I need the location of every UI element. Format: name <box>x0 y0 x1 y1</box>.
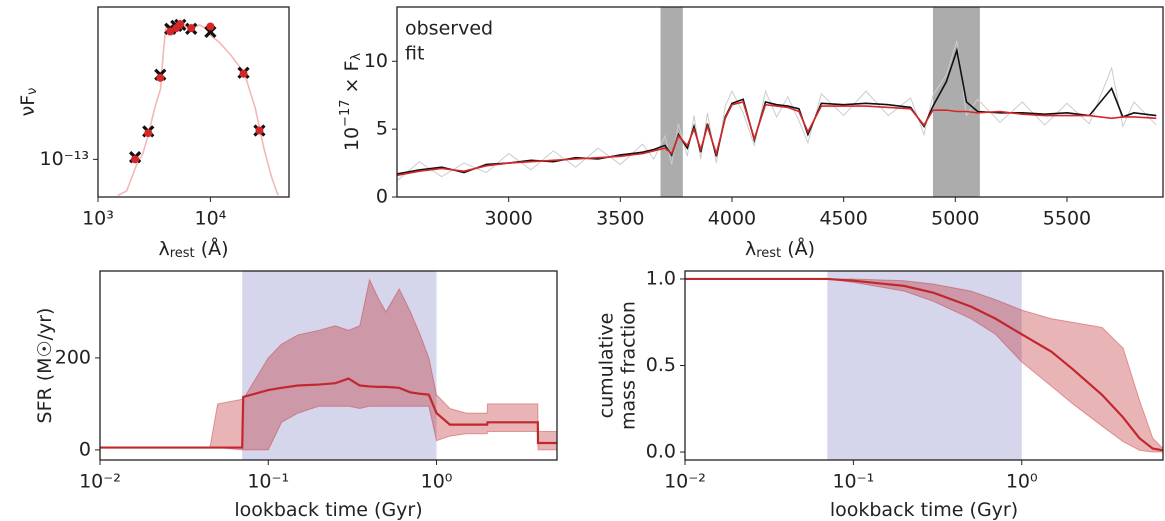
y-axis-label: SFR (M☉/yr) <box>34 308 56 424</box>
shaded-region <box>827 271 1022 460</box>
shaded-region <box>660 7 683 197</box>
y-tick-label: 10⁻¹³ <box>40 148 89 170</box>
y-tick-label: 1.0 <box>646 267 676 289</box>
label-part: × F <box>341 61 363 100</box>
label-part: −17 <box>338 100 353 127</box>
marker-dot <box>255 126 264 135</box>
x-axis-label: lookback time (Gyr) <box>234 499 422 521</box>
x-tick-label: 5500 <box>1043 208 1091 230</box>
shaded-region <box>932 7 980 197</box>
x-tick-label: 4000 <box>708 208 756 230</box>
plot-area <box>397 7 1157 197</box>
y-tick-label: 0 <box>376 186 388 208</box>
marker-dot <box>176 20 185 29</box>
y-tick-label: 200 <box>55 346 91 368</box>
marker-dot <box>187 24 196 33</box>
y-axis-label: 10−17 × Fλ <box>338 53 364 152</box>
marker-dot <box>166 27 175 36</box>
label-part: lookback time (Gyr) <box>830 499 1018 521</box>
x-tick-label: 3000 <box>484 208 532 230</box>
x-axis-label: λrest (Å) <box>158 237 228 262</box>
x-tick-label: 10⁻² <box>664 471 706 493</box>
line <box>685 277 1163 452</box>
marker-dot <box>156 73 165 82</box>
x-tick-label: 10⁰ <box>1006 471 1038 493</box>
x-tick-label: 10⁻¹ <box>832 471 874 493</box>
label-part: SFR (M☉/yr) <box>34 308 56 424</box>
x-tick-label: 10⁻¹ <box>247 471 289 493</box>
band <box>685 278 1163 453</box>
y-tick-label: 0.0 <box>646 441 676 463</box>
x-tick-label: 10⁰ <box>421 471 453 493</box>
label-part: νF <box>17 95 39 117</box>
legend-label: fit <box>405 43 424 65</box>
y-tick-label: 5 <box>376 118 388 140</box>
label-part: λ <box>158 238 169 260</box>
label-part: rest <box>170 246 195 261</box>
x-axis-label: λrest (Å) <box>745 237 815 262</box>
axes-frame <box>396 6 1164 198</box>
marker-dot <box>239 69 248 78</box>
label-part: λ <box>745 238 756 260</box>
plot-area <box>685 271 1163 460</box>
label-part: λ <box>349 53 364 61</box>
label-part: rest <box>756 246 781 261</box>
marker-dot <box>144 129 153 138</box>
y-tick-label: 0 <box>79 438 91 460</box>
line <box>397 40 1157 182</box>
x-tick-label: 5000 <box>931 208 979 230</box>
legend-label: observed <box>405 18 493 40</box>
x-tick-label: 10⁴ <box>195 208 227 230</box>
line <box>100 377 557 449</box>
label-part: 10 <box>341 127 363 151</box>
marker-dot <box>131 155 140 164</box>
y-axis-label: mass fraction <box>618 301 640 430</box>
x-tick-label: 10⁻² <box>79 471 121 493</box>
axes-frame <box>97 6 290 198</box>
label-part: (Å) <box>195 237 229 260</box>
plot-area <box>100 271 557 460</box>
x-tick-label: 3500 <box>596 208 644 230</box>
y-tick-label: 10 <box>364 50 388 72</box>
x-axis-label: lookback time (Gyr) <box>830 499 1018 521</box>
line <box>397 101 1157 177</box>
y-tick-label: 0.5 <box>646 354 676 376</box>
label-part: (Å) <box>781 237 815 260</box>
label-part: lookback time (Gyr) <box>234 499 422 521</box>
line <box>117 23 279 197</box>
label-part: ν <box>25 88 40 95</box>
plot-area <box>117 18 279 197</box>
shaded-region <box>242 271 437 460</box>
y-axis-label: νFν <box>17 88 41 117</box>
x-tick-label: 10³ <box>82 208 114 230</box>
band <box>100 278 557 451</box>
axes-frame <box>99 270 558 461</box>
y-axis-label: cumulative <box>596 313 618 419</box>
marker-dot <box>206 22 215 31</box>
x-tick-label: 4500 <box>819 208 867 230</box>
